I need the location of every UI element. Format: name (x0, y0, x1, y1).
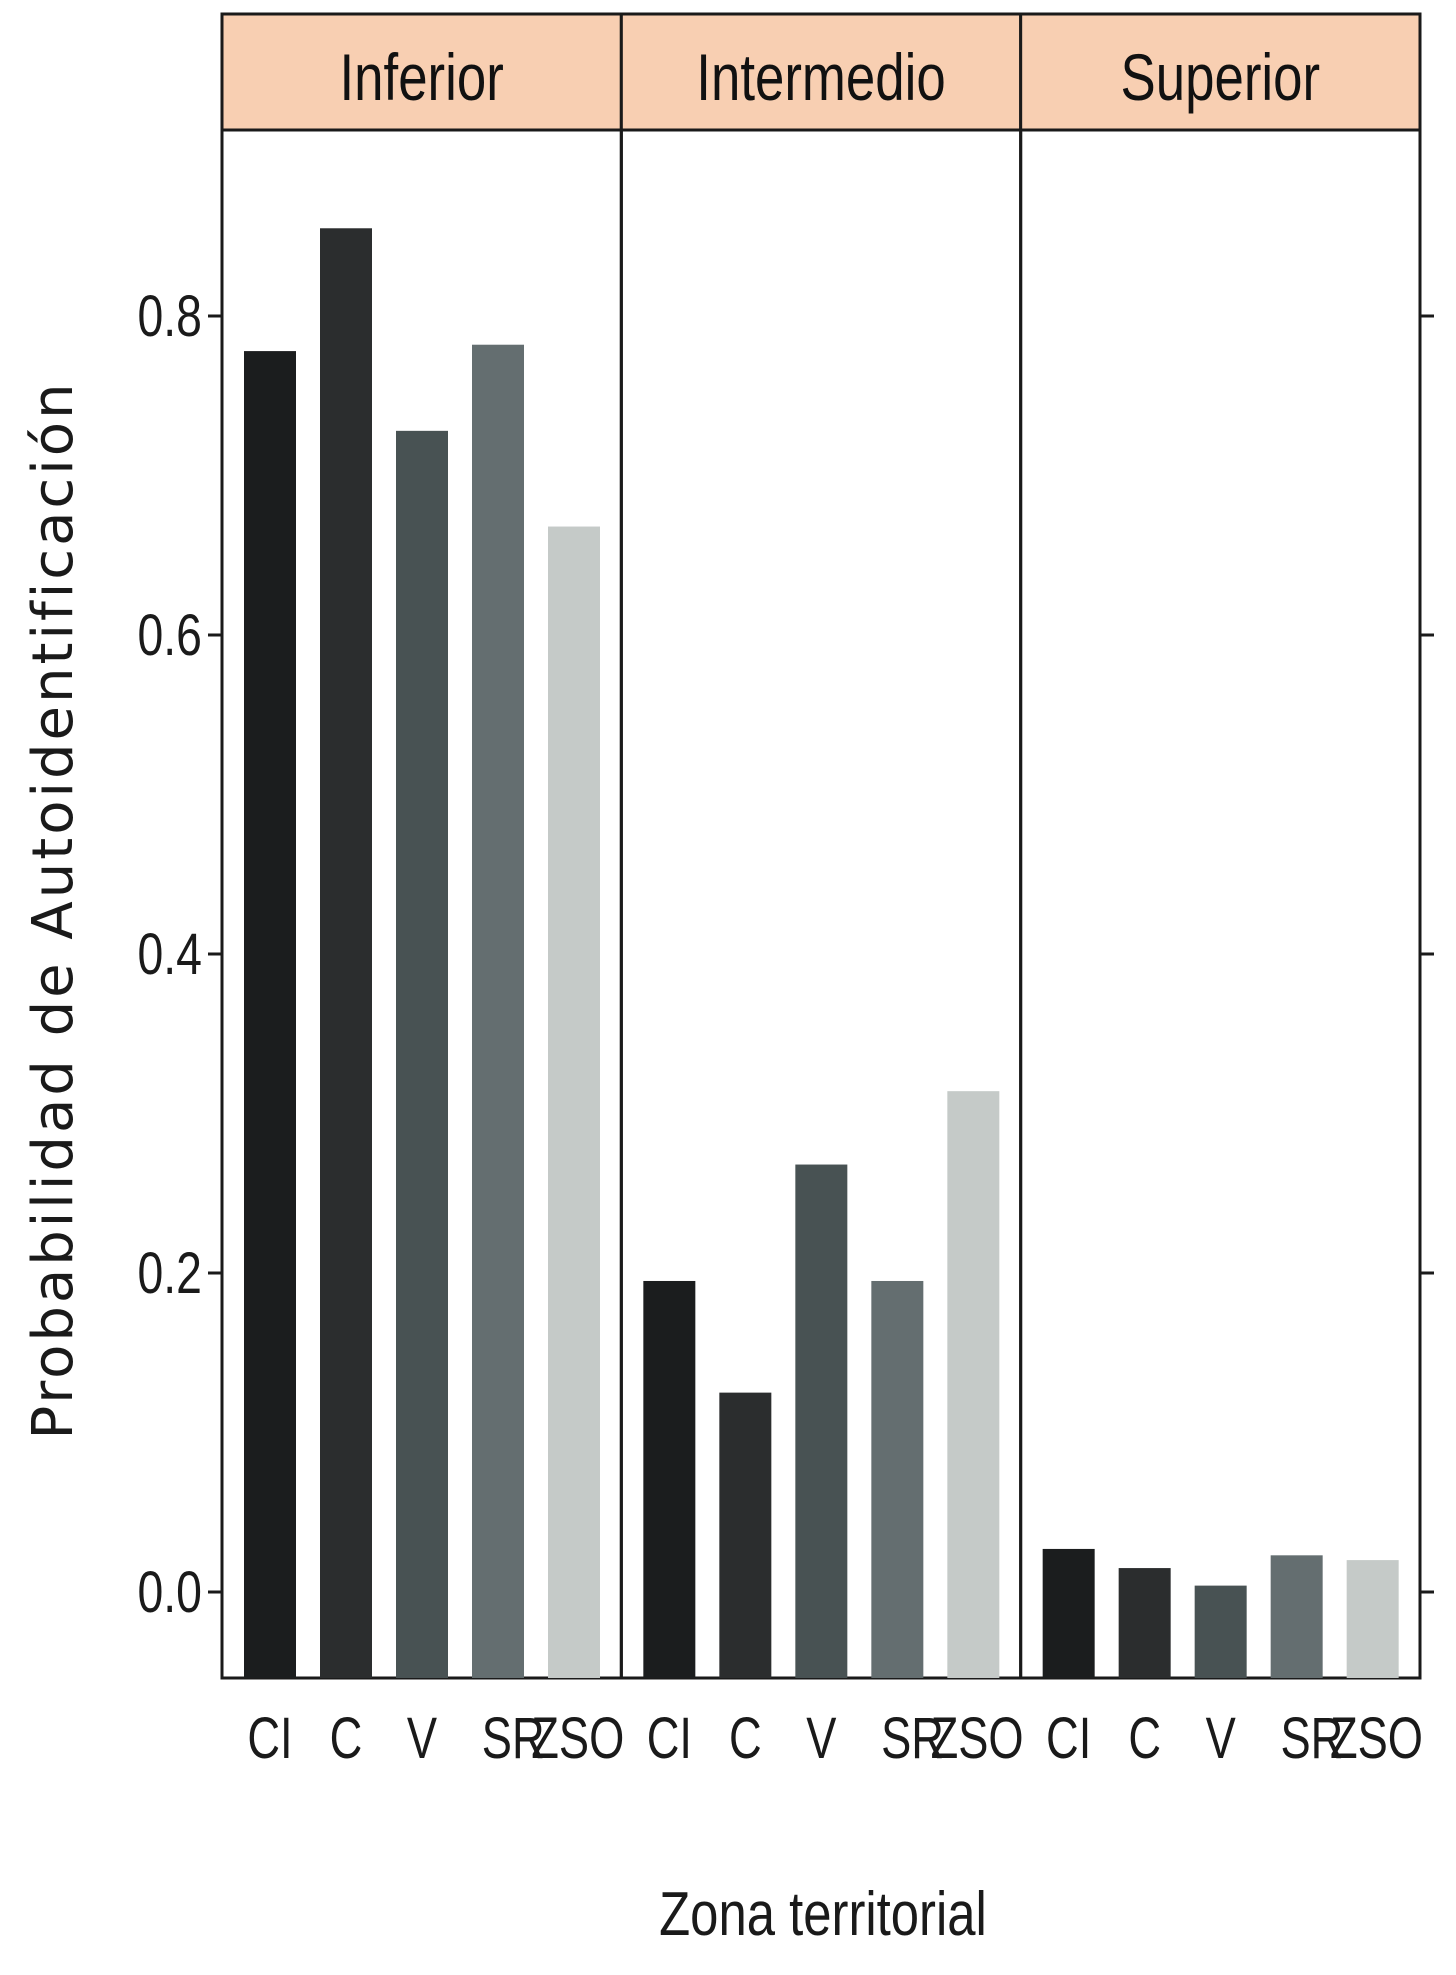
bar-superior-ci (1042, 1548, 1095, 1678)
bar-superior-c (1118, 1568, 1171, 1678)
panel-title-intermedio: Intermedio (696, 40, 945, 114)
panel-strip-inferior (220, 12, 623, 132)
y-tick-label: 0.0 (137, 1560, 202, 1625)
bar-superior-zso (1346, 1560, 1399, 1678)
panel-frame-superior (1019, 128, 1422, 1680)
panel-title-inferior: Inferior (340, 40, 504, 114)
category-label-inferior-c: C (330, 1707, 363, 1772)
y-tick-label: 0.4 (137, 922, 202, 987)
bar-inferior-ci (244, 351, 296, 1679)
bar-intermedio-v (795, 1164, 848, 1678)
x-axis-title: Zona territorial (659, 1880, 987, 1949)
bar-superior-sr (1270, 1555, 1323, 1678)
bar-inferior-zso (548, 526, 600, 1678)
category-label-inferior-v: V (407, 1707, 437, 1772)
bar-inferior-c (320, 228, 372, 1678)
bar-intermedio-zso (947, 1091, 1000, 1678)
bar-superior-v (1194, 1585, 1247, 1678)
bar-inferior-v (396, 430, 448, 1679)
bar-intermedio-sr (871, 1280, 924, 1678)
category-label-inferior-ci: CI (247, 1707, 292, 1772)
category-label-intermedio-ci: CI (647, 1707, 692, 1772)
y-tick-label: 0.8 (137, 284, 202, 349)
category-label-intermedio-sr: SR (881, 1707, 944, 1772)
bars (244, 228, 1399, 1679)
category-label-intermedio-v: V (806, 1707, 836, 1772)
category-label-intermedio-c: C (729, 1707, 762, 1772)
category-label-superior-sr: SR (1280, 1707, 1343, 1772)
y-axis: 0.0 0.2 0.4 0.6 0.8 (137, 284, 1434, 1625)
category-label-superior-ci: CI (1046, 1707, 1091, 1772)
category-label-superior-c: C (1128, 1707, 1161, 1772)
category-label-inferior-zso: ZSO (531, 1707, 624, 1772)
category-label-superior-zso: ZSO (1330, 1707, 1423, 1772)
y-axis-title: Probabilidad de Autoidentificación (21, 380, 86, 1439)
bar-intermedio-c (719, 1392, 772, 1678)
bar-intermedio-ci (643, 1280, 696, 1678)
category-label-intermedio-zso: ZSO (931, 1707, 1024, 1772)
panel-title-superior: Superior (1121, 40, 1321, 114)
category-label-inferior-sr: SR (482, 1707, 545, 1772)
y-tick-label: 0.6 (137, 603, 202, 668)
bar-inferior-sr (472, 344, 524, 1679)
panel-strips: Inferior Intermedio Superior (220, 12, 1422, 132)
panel-strip-superior (1019, 12, 1422, 132)
panel-strip-intermedio (619, 12, 1023, 132)
y-tick-label: 0.2 (137, 1241, 202, 1306)
category-label-superior-v: V (1206, 1707, 1236, 1772)
